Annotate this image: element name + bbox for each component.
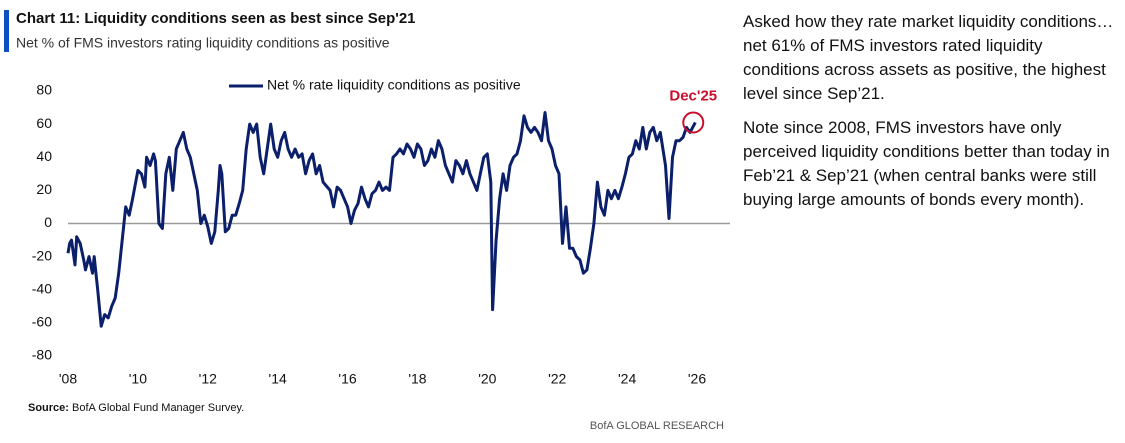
y-tick-label: -60 <box>32 314 52 330</box>
source: BofA Global Fund Manager Survey. <box>72 402 244 414</box>
y-tick-label: -80 <box>32 347 52 363</box>
chart-subtitle: Net % of FMS investors rating liquidity … <box>16 35 390 51</box>
footer: BofA GLOBAL RESEARCH <box>590 420 724 432</box>
commentary-paragraph: Asked how they rate market liquidity con… <box>743 12 1114 103</box>
x-tick-label: '12 <box>199 371 217 387</box>
y-tick-label: 60 <box>36 115 52 131</box>
y-tick-label: 20 <box>36 181 52 197</box>
line <box>66 111 697 328</box>
commentary: Asked how they rate market liquidity con… <box>743 10 1118 222</box>
y-tick-label: -40 <box>32 280 52 296</box>
x-tick-label: '20 <box>478 371 496 387</box>
chart-title: Chart 11: Liquidity conditions seen as b… <box>16 10 416 27</box>
y-tick-label: 40 <box>36 148 52 164</box>
x-tick-label: '10 <box>129 371 147 387</box>
annotation-circle <box>682 111 705 134</box>
commentary-paragraph: Note since 2008, FMS investors have only… <box>743 118 1110 209</box>
x-tick-label: '24 <box>618 371 636 387</box>
annotation: Dec'25 <box>669 87 717 104</box>
y-tick-label: 0 <box>44 214 52 230</box>
y-tick-label: 80 <box>36 82 52 98</box>
chart: Chart 11: Liquidity conditions seen as b… <box>4 10 730 432</box>
x-tick-label: '08 <box>59 371 77 387</box>
title-bar <box>4 10 9 52</box>
x-tick-label: '14 <box>269 371 287 387</box>
x-tick-label: '16 <box>338 371 356 387</box>
source-label: Source: <box>28 402 69 414</box>
legend-label: Net % rate liquidity conditions as posit… <box>267 77 521 93</box>
x-tick-label: '26 <box>688 371 706 387</box>
x-tick-label: '18 <box>408 371 426 387</box>
x-tick-label: '22 <box>548 371 566 387</box>
y-tick-label: -20 <box>32 247 52 263</box>
